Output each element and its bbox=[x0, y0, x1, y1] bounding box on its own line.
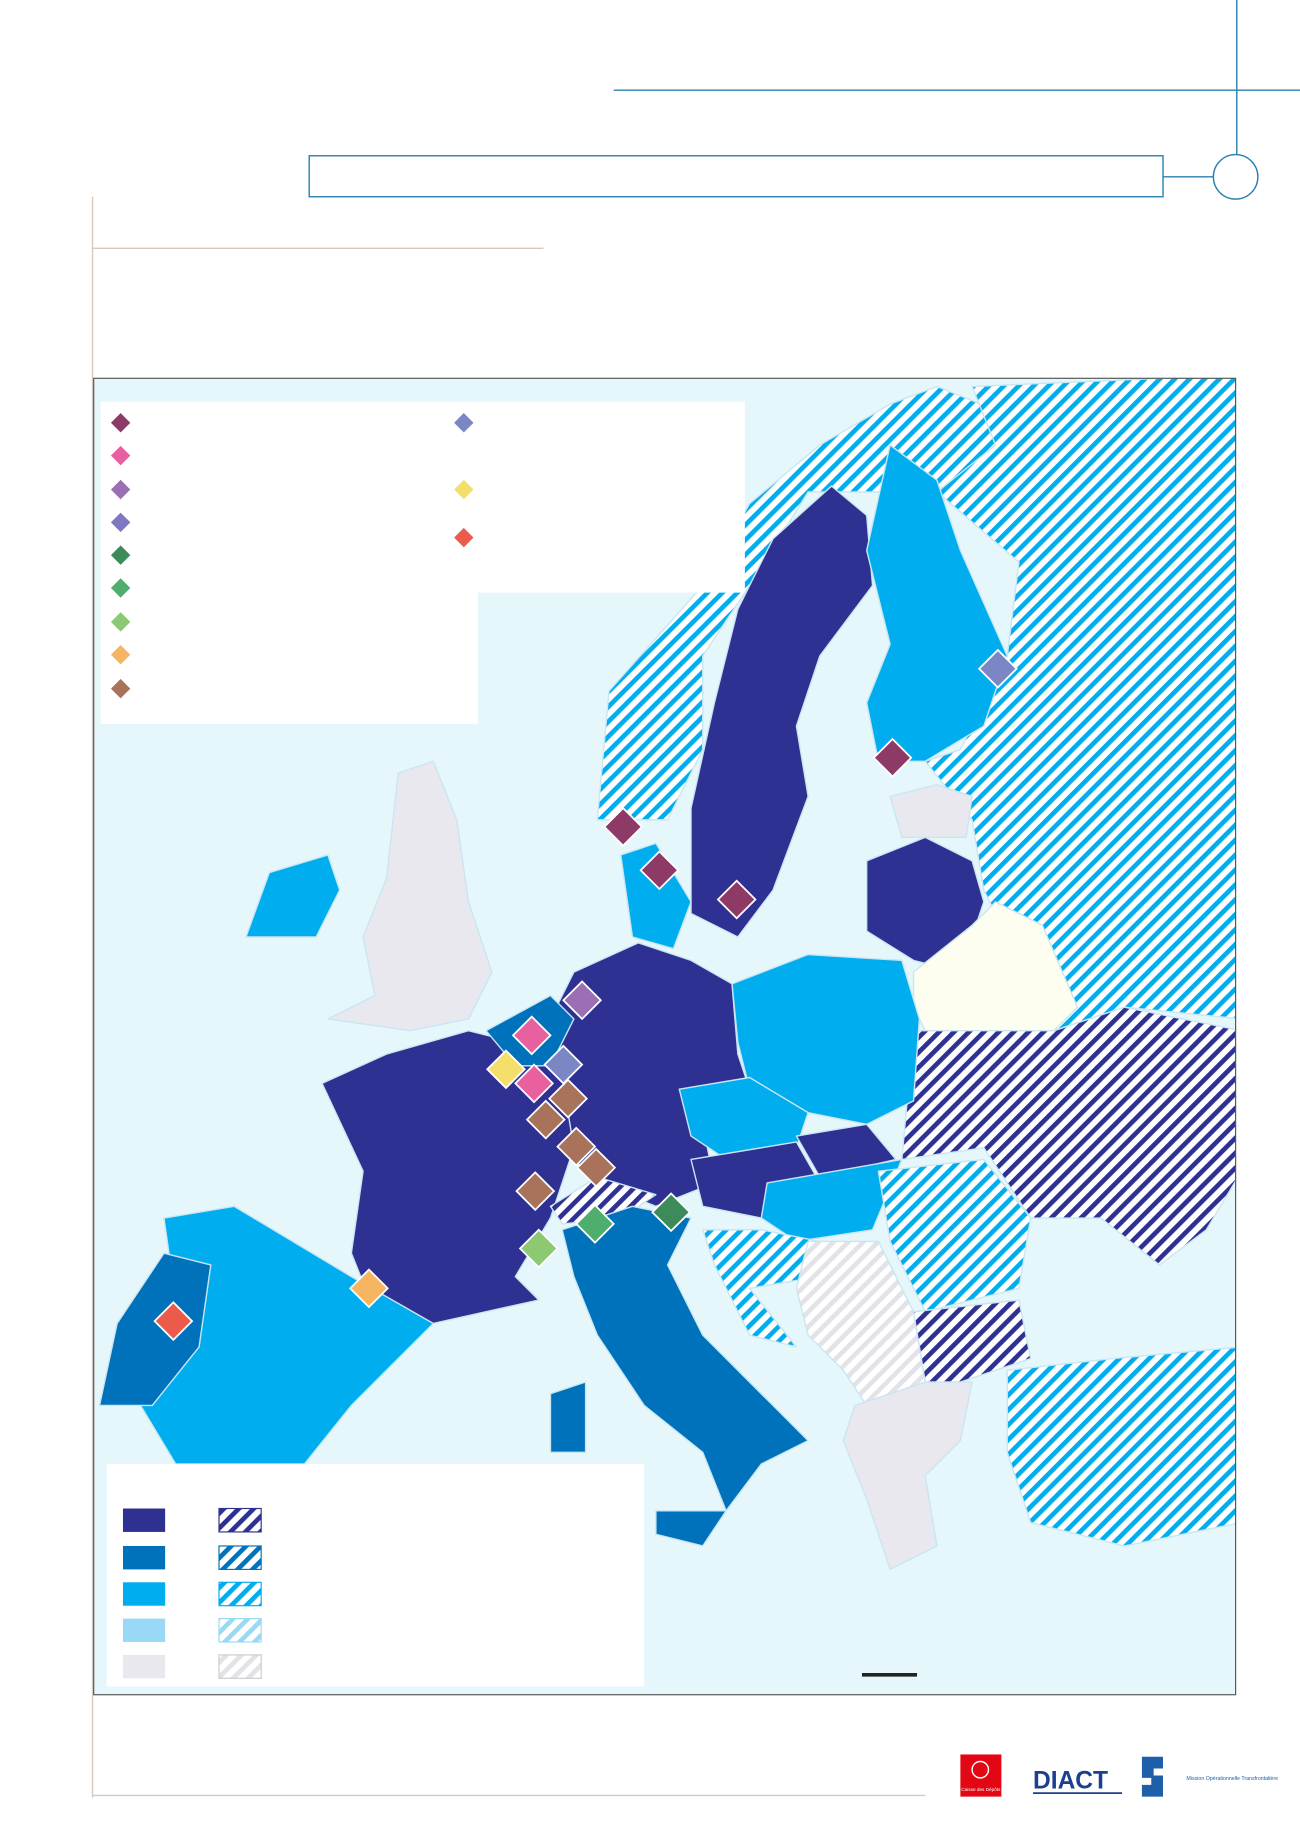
ireland bbox=[245, 854, 341, 938]
map-markers bbox=[153, 648, 1018, 1342]
marker bbox=[452, 526, 476, 549]
marker bbox=[525, 1099, 566, 1140]
map-frame bbox=[93, 377, 1237, 1696]
turkey bbox=[1006, 1346, 1236, 1547]
united-kingdom bbox=[327, 760, 493, 1032]
legend-bottom bbox=[106, 1464, 645, 1687]
marker bbox=[109, 478, 133, 501]
page-layout: Caisse des Dépôts DIACT Mission Opératio… bbox=[91, 0, 1300, 1798]
caisse-emblem bbox=[971, 1760, 990, 1779]
marker bbox=[109, 677, 133, 701]
mot-text: Mission Opérationnelle Transfrontalière bbox=[1186, 1776, 1278, 1782]
legend-top bbox=[100, 401, 745, 593]
estonia bbox=[889, 784, 973, 839]
marker bbox=[977, 648, 1018, 689]
marker bbox=[514, 1063, 555, 1104]
greece bbox=[842, 1381, 973, 1571]
marker bbox=[556, 1126, 597, 1167]
swatch bbox=[218, 1618, 262, 1643]
bulgaria bbox=[912, 1299, 1032, 1383]
swatch bbox=[218, 1545, 262, 1570]
marker bbox=[511, 1015, 552, 1056]
diact-logo: DIACT bbox=[1033, 1767, 1108, 1794]
marker bbox=[576, 1147, 617, 1188]
marker bbox=[109, 444, 133, 467]
map bbox=[93, 378, 1236, 1695]
marker bbox=[109, 510, 133, 534]
marker bbox=[574, 1203, 615, 1244]
swatch bbox=[122, 1582, 166, 1606]
denmark bbox=[620, 842, 692, 950]
swatch bbox=[218, 1581, 262, 1607]
swatch bbox=[218, 1507, 262, 1533]
marker bbox=[562, 980, 603, 1021]
marker bbox=[153, 1301, 194, 1342]
slovakia bbox=[795, 1123, 897, 1178]
marker bbox=[639, 850, 680, 891]
italy bbox=[561, 1205, 809, 1512]
marker bbox=[452, 411, 476, 435]
marker bbox=[716, 879, 757, 920]
marker bbox=[518, 1228, 559, 1269]
title-box bbox=[308, 155, 1164, 198]
marker bbox=[651, 1192, 692, 1233]
legend-markers bbox=[109, 411, 476, 701]
legend-top-lower bbox=[100, 591, 478, 724]
title-circle bbox=[1212, 153, 1259, 200]
marker bbox=[872, 737, 913, 778]
sardinia bbox=[549, 1381, 587, 1453]
croatia bbox=[702, 1229, 821, 1348]
sicily bbox=[655, 1510, 727, 1547]
mot-logo bbox=[1141, 1756, 1164, 1797]
marker bbox=[603, 806, 644, 847]
swatch bbox=[122, 1618, 166, 1643]
marker bbox=[515, 1171, 556, 1212]
swatch bbox=[218, 1654, 262, 1679]
portugal bbox=[98, 1252, 212, 1407]
marker bbox=[109, 543, 133, 567]
hungary bbox=[760, 1158, 903, 1243]
marker bbox=[348, 1268, 389, 1309]
romania bbox=[877, 1158, 1032, 1313]
marker bbox=[548, 1078, 589, 1119]
swatch bbox=[122, 1508, 166, 1532]
caisse-text: Caisse des Dépôts bbox=[961, 1787, 1001, 1792]
marker bbox=[109, 576, 133, 600]
swatch bbox=[122, 1654, 166, 1679]
marker bbox=[452, 478, 476, 501]
swatch bbox=[122, 1545, 166, 1570]
poland bbox=[731, 953, 921, 1126]
marker bbox=[485, 1049, 526, 1090]
finland bbox=[865, 444, 1008, 762]
marker bbox=[109, 643, 133, 667]
marker bbox=[109, 411, 133, 435]
marker bbox=[109, 610, 133, 634]
ukraine bbox=[901, 1006, 1236, 1266]
legend-swatches bbox=[122, 1507, 262, 1679]
